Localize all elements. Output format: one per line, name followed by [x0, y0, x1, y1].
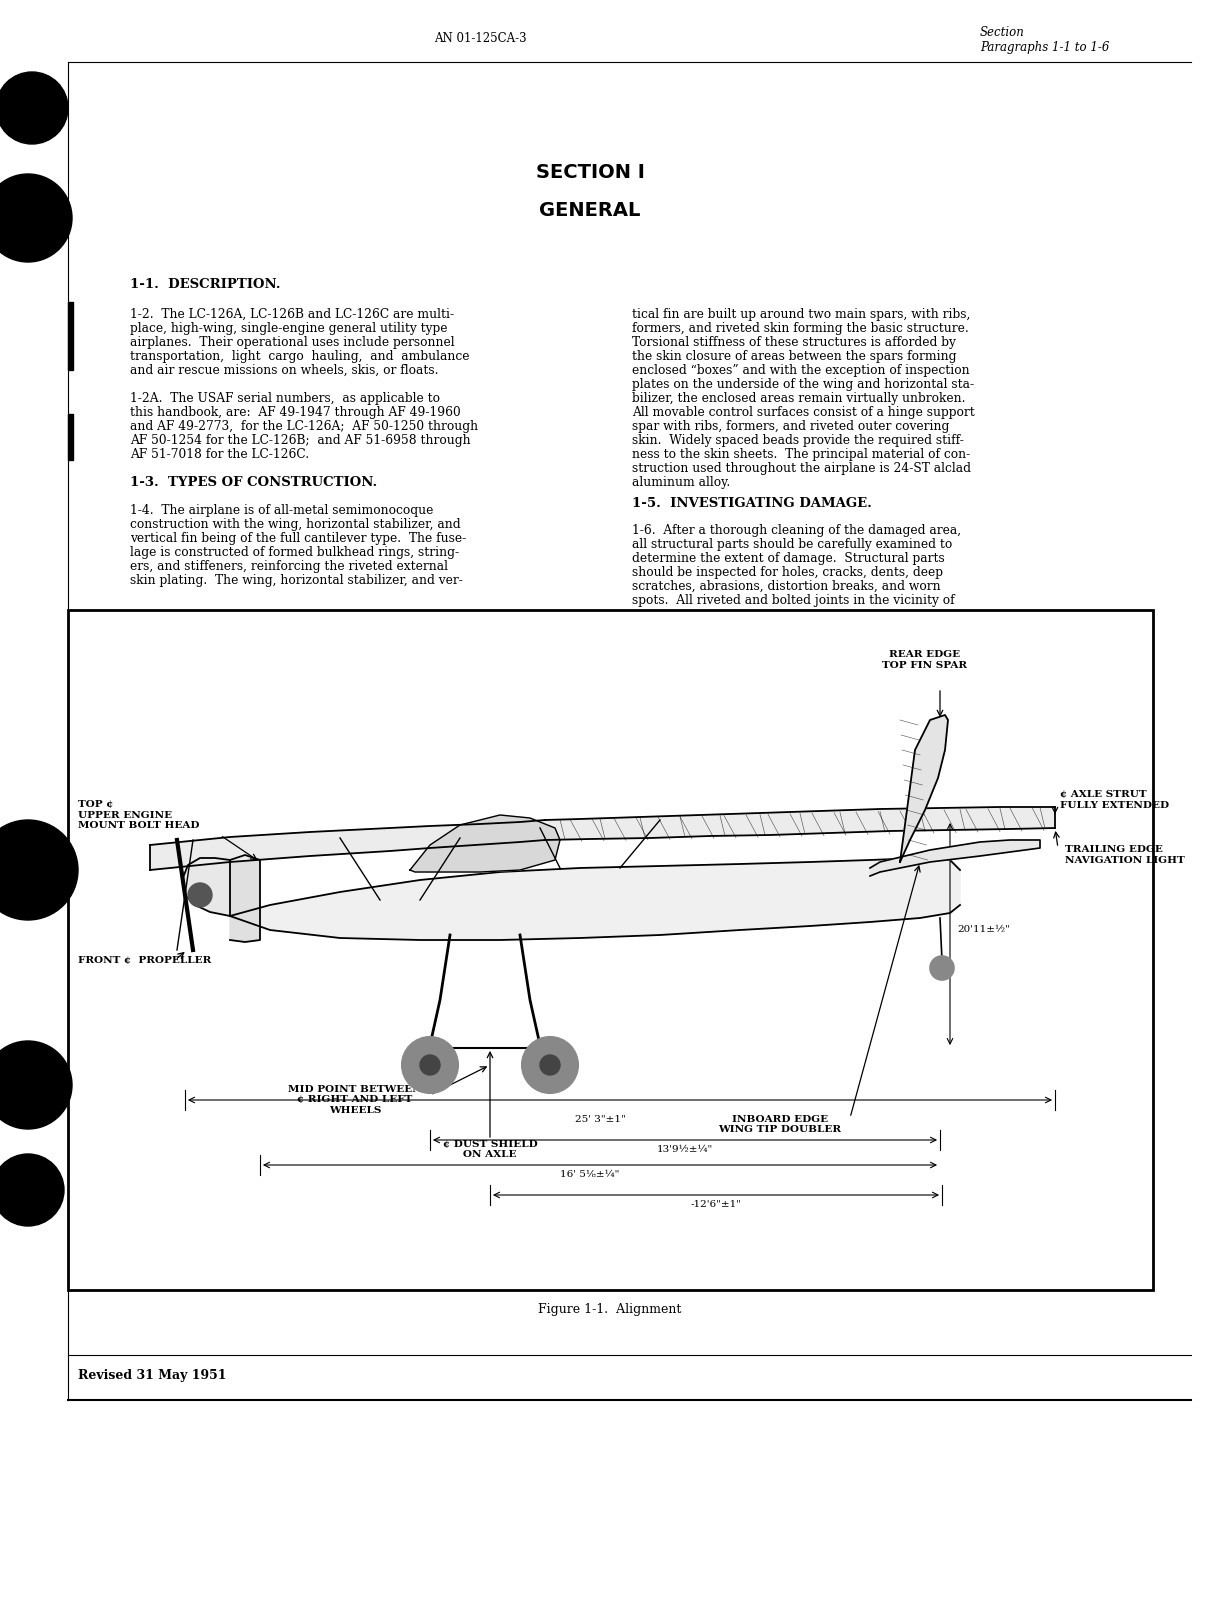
Text: TOP ¢
UPPER ENGINE
MOUNT BOLT HEAD: TOP ¢ UPPER ENGINE MOUNT BOLT HEAD	[78, 800, 199, 829]
Text: TRAILING EDGE
NAVIGATION LIGHT: TRAILING EDGE NAVIGATION LIGHT	[1065, 845, 1184, 865]
Polygon shape	[230, 855, 260, 942]
Text: airplanes.  Their operational uses include personnel: airplanes. Their operational uses includ…	[129, 335, 454, 350]
Ellipse shape	[410, 1055, 451, 1075]
Text: skin plating.  The wing, horizontal stabilizer, and ver-: skin plating. The wing, horizontal stabi…	[129, 574, 463, 587]
Text: this handbook, are:  AF 49-1947 through AF 49-1960: this handbook, are: AF 49-1947 through A…	[129, 406, 460, 419]
Text: 25' 3"±1": 25' 3"±1"	[575, 1115, 625, 1124]
Circle shape	[0, 1041, 72, 1129]
Text: place, high-wing, single-engine general utility type: place, high-wing, single-engine general …	[129, 322, 448, 335]
Text: spots.  All riveted and bolted joints in the vicinity of: spots. All riveted and bolted joints in …	[632, 593, 955, 606]
Circle shape	[0, 72, 68, 144]
Circle shape	[188, 882, 212, 906]
Text: 1-2A.  The USAF serial numbers,  as applicable to: 1-2A. The USAF serial numbers, as applic…	[129, 391, 440, 404]
Text: determine the extent of damage.  Structural parts: determine the extent of damage. Structur…	[632, 552, 945, 565]
Text: struction used throughout the airplane is 24-ST alclad: struction used throughout the airplane i…	[632, 462, 971, 475]
Text: Section: Section	[980, 26, 1024, 38]
Text: and AF 49-2773,  for the LC-126A;  AF 50-1250 through: and AF 49-2773, for the LC-126A; AF 50-1…	[129, 420, 479, 433]
Text: Figure 1-1.  Alignment: Figure 1-1. Alignment	[538, 1304, 681, 1317]
Text: 20'11±½": 20'11±½"	[957, 926, 1010, 935]
Circle shape	[0, 1153, 63, 1225]
Text: 13'9½±¼": 13'9½±¼"	[657, 1145, 713, 1153]
Polygon shape	[900, 715, 947, 861]
Circle shape	[0, 820, 78, 921]
Text: Paragraphs 1-1 to 1-6: Paragraphs 1-1 to 1-6	[980, 42, 1110, 55]
Text: 1-1.  DESCRIPTION.: 1-1. DESCRIPTION.	[129, 277, 281, 290]
Polygon shape	[871, 840, 1040, 876]
Text: GENERAL: GENERAL	[540, 200, 641, 220]
Bar	[68, 610, 1153, 1290]
Text: aluminum alloy.: aluminum alloy.	[632, 476, 730, 489]
Polygon shape	[230, 858, 960, 940]
Text: bilizer, the enclosed areas remain virtually unbroken.: bilizer, the enclosed areas remain virtu…	[632, 391, 966, 404]
Text: tical fin are built up around two main spars, with ribs,: tical fin are built up around two main s…	[632, 308, 971, 321]
Text: 1-4.  The airplane is of all-metal semimonocoque: 1-4. The airplane is of all-metal semimo…	[129, 504, 433, 516]
Text: AF 50-1254 for the LC-126B;  and AF 51-6958 through: AF 50-1254 for the LC-126B; and AF 51-69…	[129, 435, 470, 448]
Circle shape	[540, 1055, 560, 1075]
Text: vertical fin being of the full cantilever type.  The fuse-: vertical fin being of the full cantileve…	[129, 533, 466, 545]
Text: 16' 5⅛±¼": 16' 5⅛±¼"	[560, 1169, 620, 1179]
Text: enclosed “boxes” and with the exception of inspection: enclosed “boxes” and with the exception …	[632, 364, 969, 377]
Text: lage is constructed of formed bulkhead rings, string-: lage is constructed of formed bulkhead r…	[129, 545, 459, 560]
Text: REAR EDGE
TOP FIN SPAR: REAR EDGE TOP FIN SPAR	[883, 650, 967, 670]
Text: transportation,  light  cargo  hauling,  and  ambulance: transportation, light cargo hauling, and…	[129, 350, 470, 363]
Polygon shape	[150, 820, 545, 869]
Text: plates on the underside of the wing and horizontal sta-: plates on the underside of the wing and …	[632, 379, 974, 391]
Text: and air rescue missions on wheels, skis, or floats.: and air rescue missions on wheels, skis,…	[129, 364, 438, 377]
Text: 1-6.  After a thorough cleaning of the damaged area,: 1-6. After a thorough cleaning of the da…	[632, 525, 961, 537]
Text: formers, and riveted skin forming the basic structure.: formers, and riveted skin forming the ba…	[632, 322, 968, 335]
Text: 1-5.  INVESTIGATING DAMAGE.: 1-5. INVESTIGATING DAMAGE.	[632, 497, 872, 510]
Text: 1-3.  TYPES OF CONSTRUCTION.: 1-3. TYPES OF CONSTRUCTION.	[129, 476, 377, 489]
Text: the skin closure of areas between the spars forming: the skin closure of areas between the sp…	[632, 350, 956, 363]
Polygon shape	[545, 807, 1055, 840]
Text: All movable control surfaces consist of a hinge support: All movable control surfaces consist of …	[632, 406, 974, 419]
Text: all structural parts should be carefully examined to: all structural parts should be carefully…	[632, 537, 952, 552]
Text: ers, and stiffeners, reinforcing the riveted external: ers, and stiffeners, reinforcing the riv…	[129, 560, 448, 573]
Text: Revised 31 May 1951: Revised 31 May 1951	[78, 1368, 227, 1381]
Text: ness to the skin sheets.  The principal material of con-: ness to the skin sheets. The principal m…	[632, 448, 971, 460]
Circle shape	[930, 956, 954, 980]
Text: AN 01-125CA-3: AN 01-125CA-3	[433, 32, 526, 45]
Circle shape	[402, 1038, 458, 1092]
Text: AF 51-7018 for the LC-126C.: AF 51-7018 for the LC-126C.	[129, 448, 309, 460]
Polygon shape	[182, 858, 230, 916]
Text: MID POINT BETWEEN
¢ RIGHT AND LEFT
WHEELS: MID POINT BETWEEN ¢ RIGHT AND LEFT WHEEL…	[288, 1084, 422, 1115]
Circle shape	[0, 173, 72, 261]
Text: construction with the wing, horizontal stabilizer, and: construction with the wing, horizontal s…	[129, 518, 460, 531]
Bar	[68, 414, 73, 460]
Text: INBOARD EDGE
WING TIP DOUBLER: INBOARD EDGE WING TIP DOUBLER	[718, 1115, 841, 1134]
Text: spar with ribs, formers, and riveted outer covering: spar with ribs, formers, and riveted out…	[632, 420, 950, 433]
Text: FRONT ¢  PROPELLER: FRONT ¢ PROPELLER	[78, 956, 211, 964]
Text: scratches, abrasions, distortion breaks, and worn: scratches, abrasions, distortion breaks,…	[632, 581, 940, 593]
Text: ¢ AXLE STRUT
FULLY EXTENDED: ¢ AXLE STRUT FULLY EXTENDED	[1060, 791, 1170, 810]
Bar	[68, 302, 73, 371]
Text: SECTION I: SECTION I	[536, 162, 645, 181]
Circle shape	[420, 1055, 440, 1075]
Text: skin.  Widely spaced beads provide the required stiff-: skin. Widely spaced beads provide the re…	[632, 435, 963, 448]
Text: Torsional stiffness of these structures is afforded by: Torsional stiffness of these structures …	[632, 335, 956, 350]
Text: should be inspected for holes, cracks, dents, deep: should be inspected for holes, cracks, d…	[632, 566, 943, 579]
Text: ¢ DUST SHIELD
ON AXLE: ¢ DUST SHIELD ON AXLE	[443, 1140, 537, 1160]
Ellipse shape	[530, 1055, 570, 1075]
Text: -12'6"±1": -12'6"±1"	[691, 1200, 741, 1209]
Polygon shape	[410, 815, 560, 873]
Circle shape	[523, 1038, 578, 1092]
Text: 1-2.  The LC-126A, LC-126B and LC-126C are multi-: 1-2. The LC-126A, LC-126B and LC-126C ar…	[129, 308, 454, 321]
